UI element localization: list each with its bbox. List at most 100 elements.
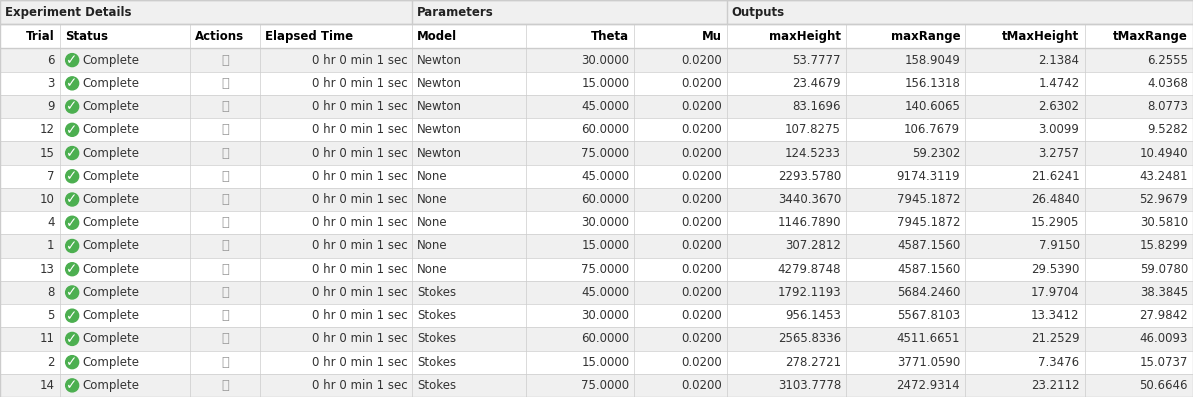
Bar: [0, 0, 1193, 24]
Bar: [0, 234, 1193, 258]
Text: 🗑: 🗑: [221, 332, 229, 345]
Text: Newton: Newton: [418, 146, 462, 160]
Text: 30.0000: 30.0000: [581, 54, 630, 67]
Text: 15.0000: 15.0000: [581, 356, 630, 369]
Bar: [0, 165, 1193, 188]
Text: 75.0000: 75.0000: [581, 379, 630, 392]
Text: 0.0200: 0.0200: [681, 216, 722, 229]
Text: 0 hr 0 min 1 sec: 0 hr 0 min 1 sec: [311, 54, 407, 67]
Text: Mu: Mu: [701, 30, 722, 43]
Text: 12: 12: [39, 123, 55, 136]
Text: 30.0000: 30.0000: [581, 216, 630, 229]
Text: 1146.7890: 1146.7890: [778, 216, 841, 229]
Text: None: None: [418, 216, 447, 229]
Text: ✓: ✓: [67, 285, 78, 299]
Text: 0.0200: 0.0200: [681, 239, 722, 252]
Text: 0.0200: 0.0200: [681, 100, 722, 113]
Text: 0 hr 0 min 1 sec: 0 hr 0 min 1 sec: [311, 263, 407, 276]
Text: Stokes: Stokes: [418, 356, 456, 369]
Text: Complete: Complete: [82, 286, 140, 299]
Text: 5: 5: [48, 309, 55, 322]
Text: 83.1696: 83.1696: [792, 100, 841, 113]
Text: 0 hr 0 min 1 sec: 0 hr 0 min 1 sec: [311, 100, 407, 113]
Text: 9.5282: 9.5282: [1146, 123, 1188, 136]
Text: 🗑: 🗑: [221, 356, 229, 369]
Text: None: None: [418, 263, 447, 276]
Text: tMaxRange: tMaxRange: [1113, 30, 1188, 43]
Text: 0.0200: 0.0200: [681, 286, 722, 299]
Text: 4279.8748: 4279.8748: [778, 263, 841, 276]
Text: 🗑: 🗑: [221, 54, 229, 67]
Text: 124.5233: 124.5233: [785, 146, 841, 160]
Text: 75.0000: 75.0000: [581, 146, 630, 160]
Text: ✓: ✓: [67, 216, 78, 230]
Text: None: None: [418, 170, 447, 183]
Text: 7945.1872: 7945.1872: [897, 216, 960, 229]
Text: ✓: ✓: [67, 76, 78, 91]
Bar: [0, 188, 1193, 211]
Text: Elapsed Time: Elapsed Time: [265, 30, 353, 43]
Bar: [0, 327, 1193, 351]
Text: 0.0200: 0.0200: [681, 54, 722, 67]
Bar: [0, 281, 1193, 304]
Text: 2293.5780: 2293.5780: [778, 170, 841, 183]
Text: 45.0000: 45.0000: [581, 286, 630, 299]
Text: None: None: [418, 193, 447, 206]
Text: 23.2112: 23.2112: [1031, 379, 1080, 392]
Text: 0 hr 0 min 1 sec: 0 hr 0 min 1 sec: [311, 77, 407, 90]
Text: 0 hr 0 min 1 sec: 0 hr 0 min 1 sec: [311, 193, 407, 206]
Text: ✓: ✓: [67, 378, 78, 392]
Text: Complete: Complete: [82, 170, 140, 183]
Text: Stokes: Stokes: [418, 286, 456, 299]
Text: Complete: Complete: [82, 379, 140, 392]
Text: 60.0000: 60.0000: [581, 123, 630, 136]
Text: 6: 6: [48, 54, 55, 67]
Text: 7.9150: 7.9150: [1039, 239, 1080, 252]
Text: maxRange: maxRange: [891, 30, 960, 43]
Text: 60.0000: 60.0000: [581, 332, 630, 345]
Text: 38.3845: 38.3845: [1139, 286, 1188, 299]
Text: 52.9679: 52.9679: [1139, 193, 1188, 206]
Text: 2.6302: 2.6302: [1039, 100, 1080, 113]
Text: Complete: Complete: [82, 123, 140, 136]
Text: Complete: Complete: [82, 54, 140, 67]
Circle shape: [66, 379, 79, 392]
Text: 1.4742: 1.4742: [1038, 77, 1080, 90]
Text: 0 hr 0 min 1 sec: 0 hr 0 min 1 sec: [311, 170, 407, 183]
Text: None: None: [418, 239, 447, 252]
Text: Newton: Newton: [418, 54, 462, 67]
Circle shape: [66, 263, 79, 276]
Text: 1: 1: [48, 239, 55, 252]
Text: 4587.1560: 4587.1560: [897, 239, 960, 252]
Text: 60.0000: 60.0000: [581, 193, 630, 206]
Text: 0.0200: 0.0200: [681, 309, 722, 322]
Text: 7: 7: [48, 170, 55, 183]
Bar: [0, 258, 1193, 281]
Text: 🗑: 🗑: [221, 263, 229, 276]
Text: maxHeight: maxHeight: [769, 30, 841, 43]
Text: 75.0000: 75.0000: [581, 263, 630, 276]
Text: Newton: Newton: [418, 77, 462, 90]
Text: 11: 11: [39, 332, 55, 345]
Text: ✓: ✓: [67, 355, 78, 369]
Circle shape: [66, 332, 79, 345]
Text: 156.1318: 156.1318: [904, 77, 960, 90]
Text: Experiment Details: Experiment Details: [5, 6, 131, 19]
Text: 15.0000: 15.0000: [581, 77, 630, 90]
Bar: [0, 374, 1193, 397]
Text: ✓: ✓: [67, 193, 78, 206]
Text: 0 hr 0 min 1 sec: 0 hr 0 min 1 sec: [311, 123, 407, 136]
Text: ✓: ✓: [67, 309, 78, 323]
Circle shape: [66, 286, 79, 299]
Text: 23.4679: 23.4679: [792, 77, 841, 90]
Text: 0.0200: 0.0200: [681, 332, 722, 345]
Text: 8: 8: [48, 286, 55, 299]
Text: Complete: Complete: [82, 77, 140, 90]
Text: 26.4840: 26.4840: [1031, 193, 1080, 206]
Text: 5567.8103: 5567.8103: [897, 309, 960, 322]
Text: Outputs: Outputs: [731, 6, 785, 19]
Circle shape: [66, 54, 79, 67]
Text: 30.0000: 30.0000: [581, 309, 630, 322]
Text: 10.4940: 10.4940: [1139, 146, 1188, 160]
Text: 2472.9314: 2472.9314: [897, 379, 960, 392]
